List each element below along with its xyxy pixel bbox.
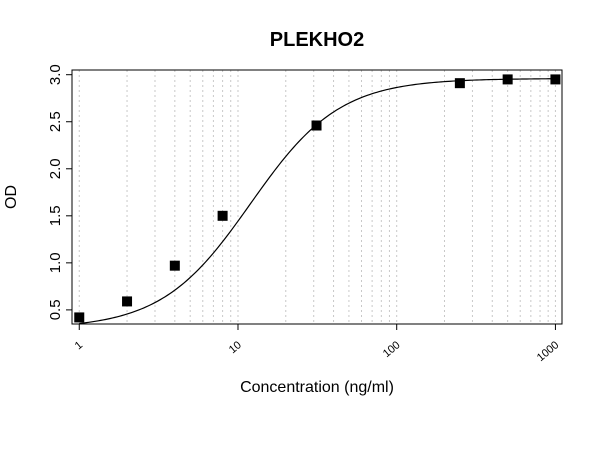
data-point — [169, 260, 180, 271]
plot-frame — [71, 69, 563, 325]
y-axis-label: OD — [3, 185, 20, 209]
data-point — [454, 78, 465, 89]
y-tick-label: 1.0 — [47, 252, 64, 273]
y-axis: 0.5 1.0 1.5 2.0 2.5 3.0 — [47, 64, 72, 320]
x-axis: 1 10 100 1000 — [73, 324, 561, 364]
y-tick-label: 0.5 — [47, 299, 64, 320]
fit-curve — [79, 78, 556, 325]
y-tick-label: 1.5 — [47, 205, 64, 226]
chart-title: PLEKHO2 — [270, 29, 364, 51]
x-tick-label: 100 — [381, 339, 403, 360]
y-tick-label: 3.0 — [47, 64, 64, 85]
data-point — [311, 120, 322, 131]
data-points — [74, 74, 561, 323]
y-tick-label: 2.0 — [47, 158, 64, 179]
data-point — [74, 312, 85, 323]
data-point — [122, 296, 133, 307]
x-tick-label: 1000 — [535, 339, 561, 364]
x-tick-label: 1 — [73, 339, 85, 352]
data-point — [217, 210, 228, 221]
data-point — [502, 74, 513, 85]
data-point — [550, 74, 561, 85]
y-tick-label: 2.5 — [47, 111, 64, 132]
x-tick-label: 10 — [227, 339, 244, 356]
x-axis-label: Concentration (ng/ml) — [240, 379, 394, 396]
grid-layer — [78, 70, 556, 324]
